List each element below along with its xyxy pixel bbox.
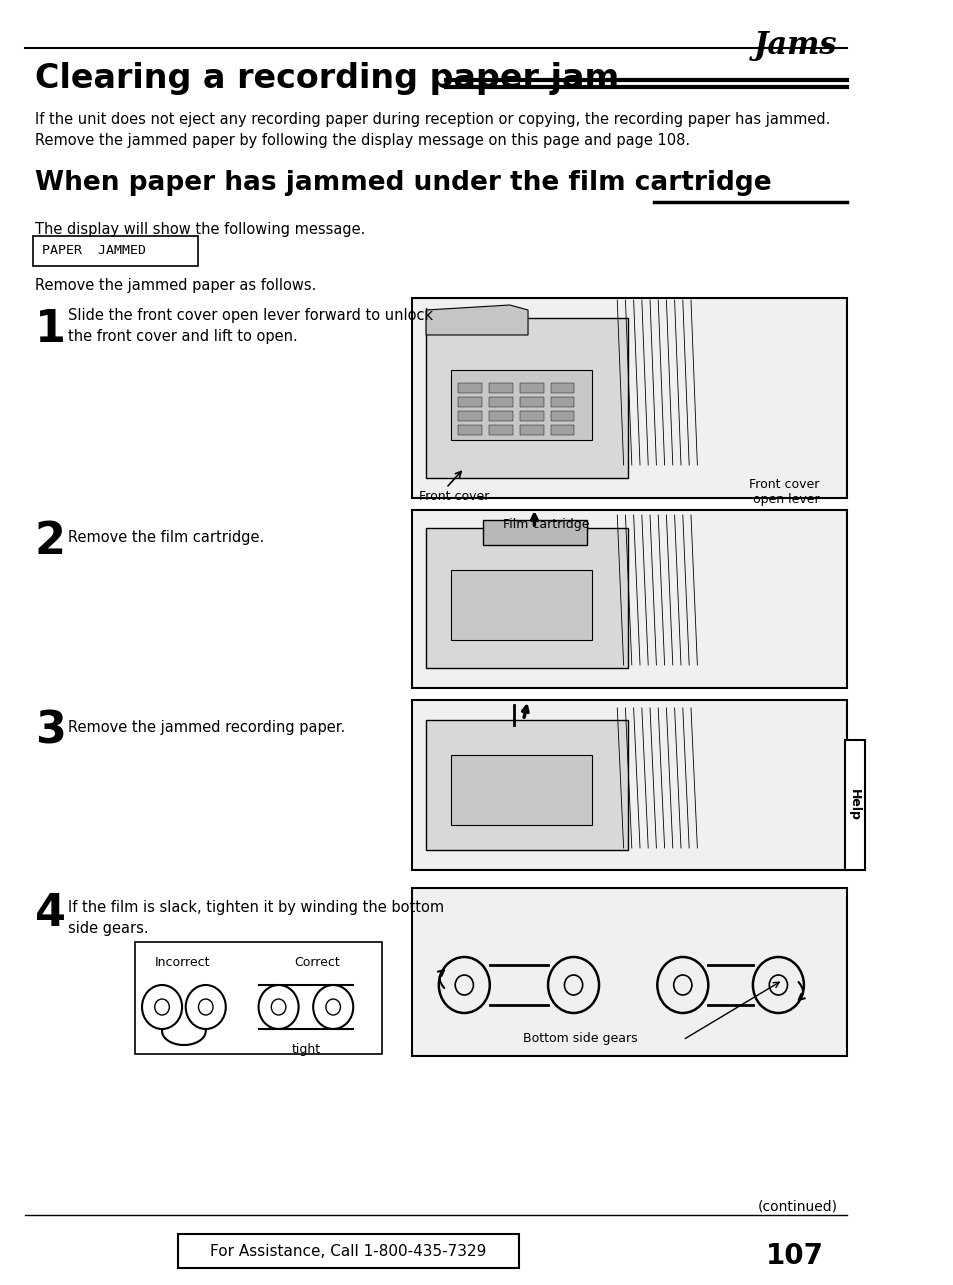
Bar	[457, 383, 481, 393]
Text: PAPER  JAMMED: PAPER JAMMED	[42, 244, 146, 257]
Text: Help: Help	[847, 789, 861, 821]
Text: For Assistance, Call 1-800-435-7329: For Assistance, Call 1-800-435-7329	[210, 1244, 485, 1259]
Bar	[519, 425, 543, 436]
Bar	[488, 383, 512, 393]
Bar	[488, 397, 512, 407]
Polygon shape	[426, 305, 527, 335]
Text: Correct: Correct	[294, 956, 339, 969]
Text: 2: 2	[34, 520, 66, 563]
Bar	[457, 397, 481, 407]
Bar	[550, 383, 574, 393]
FancyBboxPatch shape	[844, 740, 864, 870]
FancyBboxPatch shape	[411, 888, 846, 1056]
Bar	[519, 383, 543, 393]
Polygon shape	[426, 720, 627, 849]
Text: tight: tight	[291, 1043, 320, 1056]
Text: 4: 4	[34, 892, 66, 935]
Text: Remove the jammed recording paper.: Remove the jammed recording paper.	[69, 720, 345, 735]
Polygon shape	[426, 528, 627, 668]
Bar	[519, 397, 543, 407]
Bar	[550, 397, 574, 407]
Text: Front cover
open lever: Front cover open lever	[748, 478, 819, 506]
Bar	[550, 425, 574, 436]
Bar	[457, 425, 481, 436]
Text: 1: 1	[34, 308, 66, 351]
Text: 3: 3	[34, 711, 66, 753]
Text: If the unit does not eject any recording paper during reception or copying, the : If the unit does not eject any recording…	[34, 112, 829, 148]
Text: Bottom side gears: Bottom side gears	[523, 1032, 638, 1045]
FancyBboxPatch shape	[411, 700, 846, 870]
Text: (continued): (continued)	[757, 1200, 837, 1214]
Text: When paper has jammed under the film cartridge: When paper has jammed under the film car…	[34, 170, 770, 197]
FancyBboxPatch shape	[411, 510, 846, 687]
FancyBboxPatch shape	[411, 298, 846, 499]
Text: Remove the jammed paper as follows.: Remove the jammed paper as follows.	[34, 278, 315, 293]
Bar	[457, 411, 481, 421]
Polygon shape	[426, 317, 627, 478]
Text: Remove the film cartridge.: Remove the film cartridge.	[69, 529, 264, 545]
Bar	[450, 571, 591, 640]
Bar	[488, 411, 512, 421]
Text: Film cartridge: Film cartridge	[502, 518, 589, 531]
Bar	[519, 411, 543, 421]
FancyBboxPatch shape	[32, 236, 198, 266]
Text: Front cover: Front cover	[418, 490, 489, 502]
Text: 107: 107	[765, 1243, 823, 1270]
Text: Jams: Jams	[753, 30, 837, 60]
Text: Incorrect: Incorrect	[154, 956, 210, 969]
Bar	[550, 411, 574, 421]
Text: If the film is slack, tighten it by winding the bottom
side gears.: If the film is slack, tighten it by wind…	[69, 899, 444, 935]
Bar	[488, 425, 512, 436]
Bar	[450, 756, 591, 825]
FancyBboxPatch shape	[177, 1234, 518, 1268]
Text: Slide the front cover open lever forward to unlock
the front cover and lift to o: Slide the front cover open lever forward…	[69, 308, 433, 344]
Text: The display will show the following message.: The display will show the following mess…	[34, 222, 365, 236]
Polygon shape	[482, 520, 587, 545]
FancyBboxPatch shape	[134, 942, 382, 1054]
Bar	[450, 370, 591, 439]
Text: Clearing a recording paper jam: Clearing a recording paper jam	[34, 62, 618, 95]
